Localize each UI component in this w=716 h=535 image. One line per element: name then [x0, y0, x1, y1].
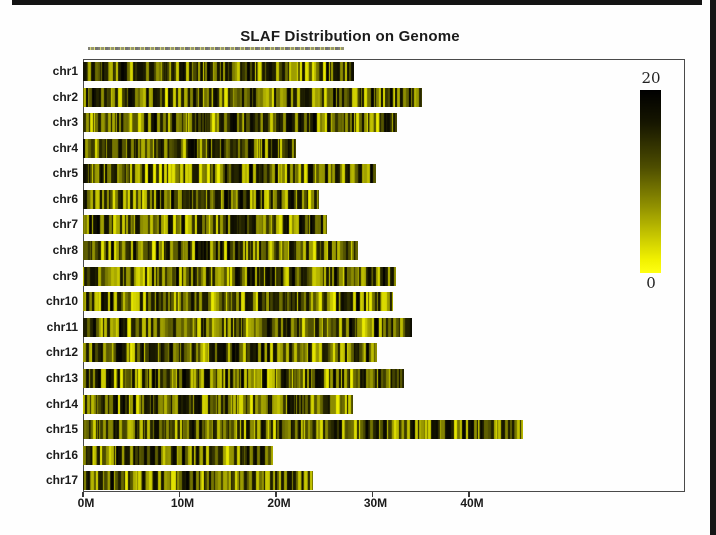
chr-label-chr6: chr6 [52, 192, 78, 206]
chr-label-chr5: chr5 [52, 166, 78, 180]
x-axis-label-20M: 20M [267, 496, 291, 510]
chr-density-bar-chr10 [83, 292, 393, 311]
chr-label-chr9: chr9 [52, 269, 78, 283]
right-edge-band [710, 0, 716, 535]
chr-label-chr8: chr8 [52, 243, 78, 257]
x-axis-label-0M: 0M [77, 496, 95, 510]
top-edge-bar [12, 0, 702, 5]
chr-label-chr2: chr2 [52, 90, 78, 104]
chr-label-chr11: chr11 [46, 320, 78, 334]
chr-density-bar-chr5 [83, 164, 376, 183]
chr-label-chr16: chr16 [45, 448, 78, 462]
x-axis-tick-10M [178, 492, 181, 497]
chr-label-chr12: chr12 [45, 345, 78, 359]
chr-density-bar-chr7 [83, 215, 327, 234]
chr-density-bar-chr6 [83, 190, 319, 209]
chr-label-chr4: chr4 [52, 141, 78, 155]
chr-density-bar-chr11 [83, 318, 412, 337]
chr-density-bar-chr2 [83, 88, 422, 107]
x-axis-label-30M: 30M [363, 496, 388, 510]
chr-label-chr17: chr17 [45, 473, 78, 487]
chr-density-bar-chr3 [83, 113, 397, 132]
chr-density-bar-chr16 [83, 446, 273, 465]
chart-title: SLAF Distribution on Genome [240, 28, 460, 45]
chr-label-chr7: chr7 [52, 217, 78, 231]
chr-label-chr10: chr10 [45, 294, 78, 308]
chr-density-bar-chr13 [83, 369, 404, 388]
chr-density-bar-chr12 [83, 343, 377, 362]
chr-label-chr1: chr1 [52, 64, 78, 78]
chr-density-bar-chr4 [83, 139, 296, 158]
chr-label-chr13: chr13 [45, 371, 78, 385]
chr-density-bar-chr15 [83, 420, 523, 439]
cropped-bar-artifact [88, 47, 344, 50]
colorbar-max-label: 20 [641, 69, 661, 87]
chr-density-bar-chr1 [83, 62, 354, 81]
x-axis-tick-0M [82, 492, 84, 497]
x-axis-tick-40M [468, 492, 470, 497]
chr-label-chr15: chr15 [45, 422, 78, 436]
x-axis-tick-30M [371, 492, 374, 497]
colorbar-gradient [640, 90, 661, 273]
x-axis-label-40M: 40M [460, 496, 484, 510]
chr-label-chr14: chr14 [45, 397, 78, 411]
x-axis-tick-20M [275, 492, 277, 497]
x-axis-label-10M: 10M [170, 496, 195, 510]
chr-density-bar-chr8 [83, 241, 358, 260]
colorbar-min-label: 0 [646, 274, 656, 292]
chr-label-chr3: chr3 [52, 115, 78, 129]
chr-density-bar-chr17 [83, 471, 313, 490]
chr-density-bar-chr14 [83, 395, 353, 414]
chr-density-bar-chr9 [83, 267, 396, 286]
